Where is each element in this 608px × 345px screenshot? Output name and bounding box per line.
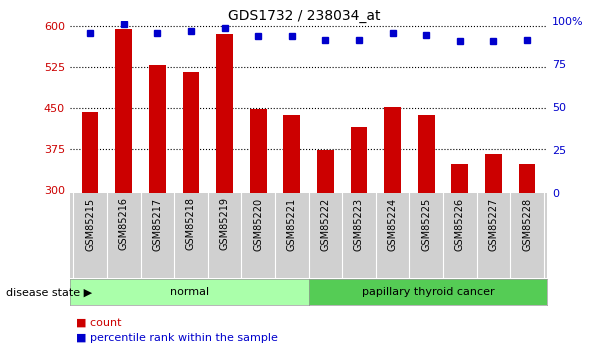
Text: GSM85228: GSM85228 xyxy=(522,197,532,250)
Text: GSM85225: GSM85225 xyxy=(421,197,431,251)
Text: normal: normal xyxy=(170,287,209,297)
Text: GSM85220: GSM85220 xyxy=(253,197,263,250)
Bar xyxy=(81,112,98,193)
Text: GSM85219: GSM85219 xyxy=(219,197,230,250)
Bar xyxy=(317,150,334,193)
Bar xyxy=(182,72,199,193)
Text: GDS1732 / 238034_at: GDS1732 / 238034_at xyxy=(228,9,380,23)
Text: GSM85222: GSM85222 xyxy=(320,197,330,251)
Bar xyxy=(250,109,266,193)
Text: GSM85218: GSM85218 xyxy=(186,197,196,250)
Text: GSM85226: GSM85226 xyxy=(455,197,465,250)
Text: GSM85221: GSM85221 xyxy=(287,197,297,250)
Bar xyxy=(149,65,166,193)
Text: ■ percentile rank within the sample: ■ percentile rank within the sample xyxy=(76,333,278,343)
Text: GSM85216: GSM85216 xyxy=(119,197,129,250)
Text: GSM85227: GSM85227 xyxy=(488,197,499,251)
Bar xyxy=(451,164,468,193)
Bar xyxy=(519,164,536,193)
Text: GSM85217: GSM85217 xyxy=(153,197,162,250)
Text: GSM85223: GSM85223 xyxy=(354,197,364,250)
Bar xyxy=(384,107,401,193)
Text: GSM85215: GSM85215 xyxy=(85,197,95,250)
Bar xyxy=(283,115,300,193)
Bar xyxy=(418,115,435,193)
Bar xyxy=(351,128,367,193)
Bar xyxy=(216,34,233,193)
Bar xyxy=(116,29,132,193)
Text: papillary thyroid cancer: papillary thyroid cancer xyxy=(362,287,494,297)
Text: GSM85224: GSM85224 xyxy=(387,197,398,250)
Text: ■ count: ■ count xyxy=(76,318,122,327)
Bar xyxy=(485,154,502,193)
Text: disease state ▶: disease state ▶ xyxy=(6,287,92,297)
